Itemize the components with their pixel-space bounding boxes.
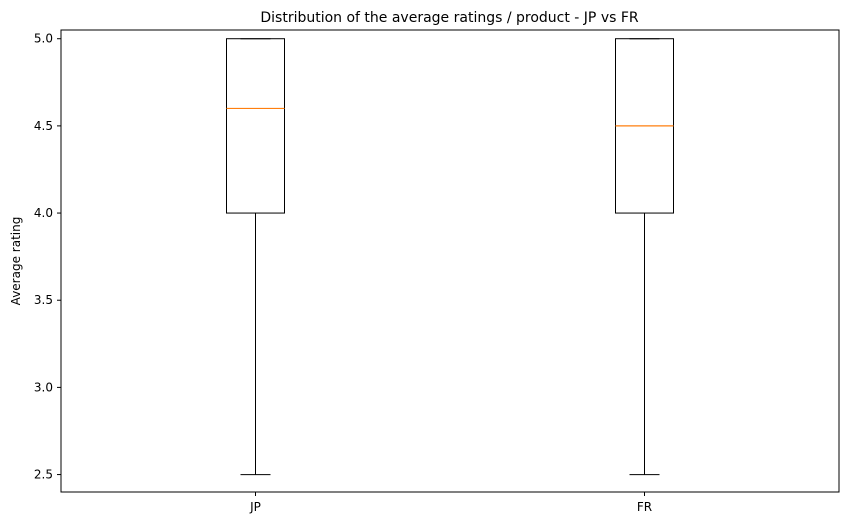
x-tick-label: JP: [249, 500, 261, 514]
y-axis-label: Average rating: [9, 217, 23, 306]
y-tick-label: 3.5: [34, 293, 53, 307]
y-tick-label: 2.5: [34, 468, 53, 482]
chart-title: Distribution of the average ratings / pr…: [260, 10, 639, 26]
y-tick-label: 4.5: [34, 119, 53, 133]
plot-area-frame: [60, 29, 840, 493]
x-tick-label: FR: [637, 500, 652, 514]
y-tick-label: 4.0: [34, 206, 53, 220]
y-tick-label: 3.0: [34, 380, 53, 394]
y-tick-label: 5.0: [34, 32, 53, 46]
box-iqr: [226, 38, 285, 214]
